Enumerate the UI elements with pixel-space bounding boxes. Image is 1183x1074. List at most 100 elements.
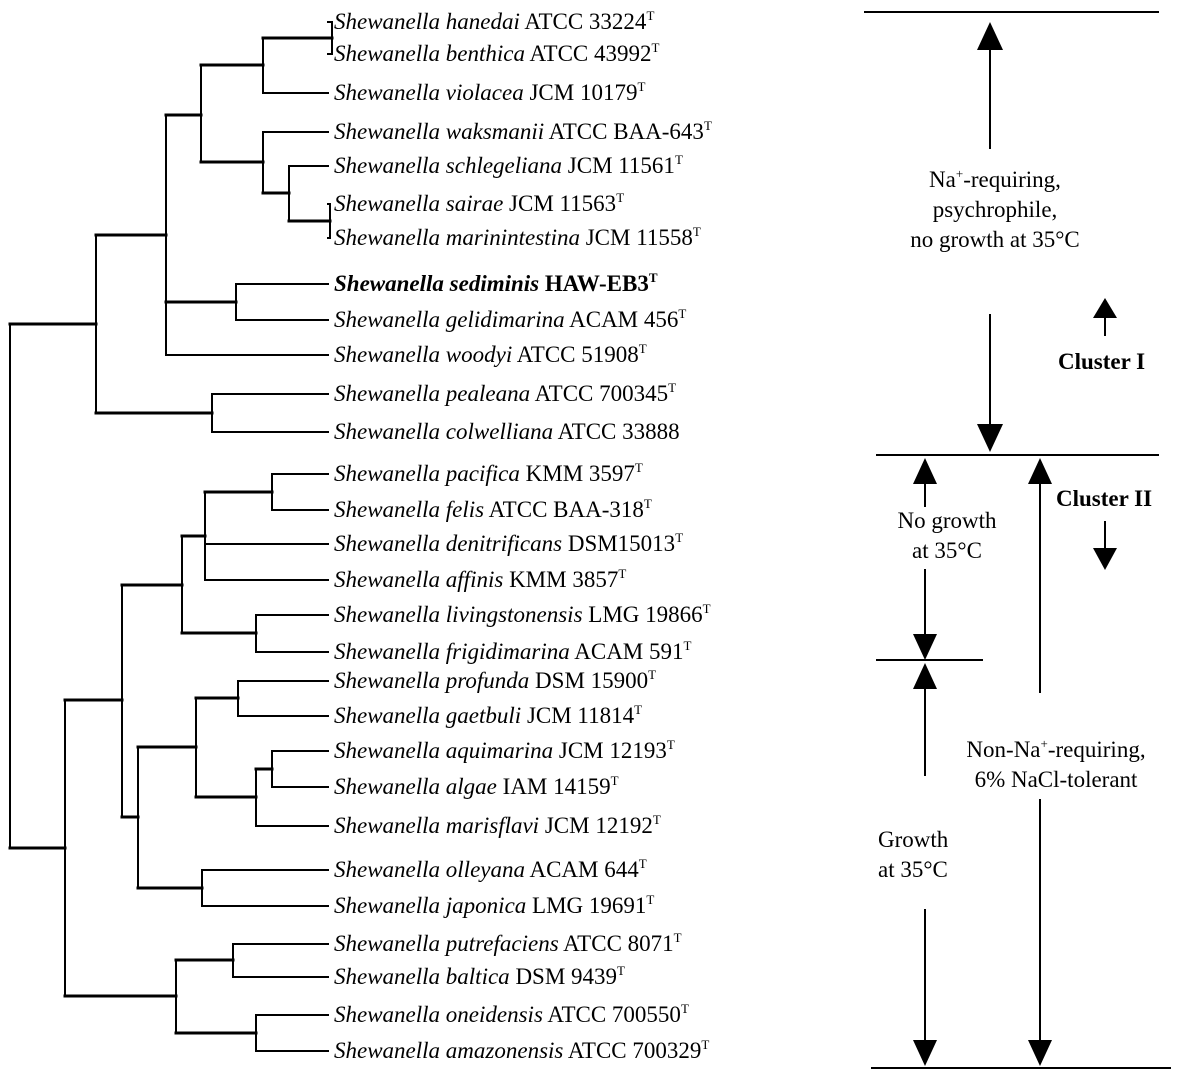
- taxon-genus: Shewanella: [334, 931, 441, 956]
- cluster-i-indicator-head: [1093, 298, 1117, 318]
- taxon-strain: ATCC 51908: [516, 342, 639, 367]
- taxon-genus: Shewanella: [334, 41, 441, 66]
- requiring-text: -requiring,: [963, 167, 1061, 192]
- taxon-label: Shewanella violacea JCM 10179T: [334, 78, 645, 108]
- taxon-species: frigidimarina: [445, 639, 570, 664]
- taxon-genus: Shewanella: [334, 738, 441, 763]
- taxon-label: Shewanella colwelliana ATCC 33888: [334, 417, 680, 447]
- taxon-species: pealeana: [445, 381, 531, 406]
- taxon-strain: DSM 15900: [535, 668, 649, 693]
- taxon-species: livingstonensis: [445, 602, 583, 627]
- type-strain-mark: T: [643, 496, 652, 511]
- type-strain-mark: T: [666, 737, 675, 752]
- taxon-strain: ACAM 591: [574, 639, 684, 664]
- type-strain-mark: T: [674, 152, 683, 167]
- taxon-label: Shewanella pealeana ATCC 700345T: [334, 379, 676, 409]
- taxon-genus: Shewanella: [334, 461, 441, 486]
- taxon-genus: Shewanella: [334, 668, 441, 693]
- no-growth-up-head: [913, 458, 937, 484]
- taxon-genus: Shewanella: [334, 191, 441, 216]
- non-na-superscript: +: [1040, 736, 1048, 751]
- type-strain-mark: T: [701, 1037, 710, 1052]
- taxon-species: sairae: [445, 191, 504, 216]
- no-growth-line2: at 35°C: [912, 538, 982, 563]
- taxon-species: marinintestina: [445, 225, 580, 250]
- type-strain-mark: T: [648, 667, 657, 682]
- taxon-species: waksmanii: [445, 119, 545, 144]
- taxon-species: affinis: [445, 567, 504, 592]
- taxon-species: olleyana: [445, 857, 525, 882]
- taxon-genus: Shewanella: [334, 419, 441, 444]
- type-strain-mark: T: [692, 224, 701, 239]
- type-strain-mark: T: [651, 40, 660, 55]
- taxon-genus: Shewanella: [334, 307, 441, 332]
- taxon-genus: Shewanella: [334, 80, 441, 105]
- cluster-i-traits-label: Na+-requiring, psychrophile, no growth a…: [890, 165, 1100, 255]
- non-na-down-head: [1028, 1040, 1052, 1066]
- taxon-strain: ATCC 33888: [557, 419, 680, 444]
- taxon-label: Shewanella sediminis HAW-EB3T: [334, 269, 658, 299]
- taxon-label: Shewanella marinintestina JCM 11558T: [334, 223, 701, 253]
- taxon-genus: Shewanella: [334, 893, 441, 918]
- taxon-genus: Shewanella: [334, 225, 441, 250]
- taxon-genus: Shewanella: [334, 342, 441, 367]
- taxon-strain: HAW-EB3: [544, 271, 649, 296]
- taxon-label: Shewanella schlegeliana JCM 11561T: [334, 151, 683, 181]
- no-growth-label: No growth at 35°C: [872, 506, 1022, 566]
- taxon-species: algae: [445, 774, 497, 799]
- taxon-strain: ATCC 700329: [567, 1038, 702, 1063]
- type-strain-mark: T: [646, 892, 655, 907]
- taxon-strain: JCM 11558: [585, 225, 693, 250]
- taxon-label: Shewanella felis ATCC BAA-318T: [334, 495, 652, 525]
- type-strain-mark: T: [703, 118, 712, 133]
- taxon-genus: Shewanella: [334, 1038, 441, 1063]
- taxon-label: Shewanella profunda DSM 15900T: [334, 666, 656, 696]
- taxon-label: Shewanella japonica LMG 19691T: [334, 891, 654, 921]
- type-strain-mark: T: [678, 306, 687, 321]
- taxon-species: amazonensis: [445, 1038, 564, 1063]
- taxon-genus: Shewanella: [334, 9, 441, 34]
- taxon-strain: ATCC 33224: [524, 9, 647, 34]
- cluster-ii-indicator-head: [1093, 548, 1117, 570]
- type-strain-mark: T: [617, 963, 625, 978]
- growth-down-head: [913, 1040, 937, 1066]
- taxon-strain: ATCC 700550: [547, 1002, 681, 1027]
- taxon-species: benthica: [445, 41, 525, 66]
- na-text: Na: [929, 167, 956, 192]
- taxon-strain: ACAM 456: [569, 307, 679, 332]
- taxon-species: felis: [445, 497, 485, 522]
- type-strain-mark: T: [675, 530, 684, 545]
- taxon-label: Shewanella woodyi ATCC 51908T: [334, 340, 647, 370]
- taxon-species: japonica: [445, 893, 527, 918]
- taxon-label: Shewanella putrefaciens ATCC 8071T: [334, 929, 682, 959]
- non-na-up-head: [1028, 458, 1052, 484]
- taxon-label: Shewanella gaetbuli JCM 11814T: [334, 701, 642, 731]
- taxon-label: Shewanella waksmanii ATCC BAA-643T: [334, 117, 712, 147]
- taxon-species: colwelliana: [445, 419, 554, 444]
- type-strain-mark: T: [680, 1001, 689, 1016]
- taxon-genus: Shewanella: [334, 531, 441, 556]
- taxon-strain: ATCC BAA-643: [548, 119, 704, 144]
- taxon-label: Shewanella livingstonensis LMG 19866T: [334, 600, 711, 630]
- type-strain-mark: T: [702, 601, 711, 616]
- type-strain-mark: T: [648, 270, 658, 285]
- type-strain-mark: T: [652, 812, 661, 827]
- taxon-label: Shewanella oneidensis ATCC 700550T: [334, 1000, 689, 1030]
- taxon-label: Shewanella gelidimarina ACAM 456T: [334, 305, 686, 335]
- taxon-label: Shewanella pacifica KMM 3597T: [334, 459, 643, 489]
- taxon-strain: ACAM 644: [529, 857, 639, 882]
- taxon-strain: LMG 19691: [532, 893, 647, 918]
- growth-up-head: [913, 663, 937, 689]
- taxon-label: Shewanella sairae JCM 11563T: [334, 189, 624, 219]
- taxon-genus: Shewanella: [334, 813, 441, 838]
- growth-line1: Growth: [878, 827, 949, 852]
- taxon-species: baltica: [445, 964, 510, 989]
- taxon-genus: Shewanella: [334, 1002, 441, 1027]
- type-strain-mark: T: [634, 460, 643, 475]
- taxon-species: violacea: [445, 80, 524, 105]
- taxon-species: gaetbuli: [445, 703, 522, 728]
- taxon-strain: ATCC 43992: [529, 41, 652, 66]
- type-strain-mark: T: [638, 341, 647, 356]
